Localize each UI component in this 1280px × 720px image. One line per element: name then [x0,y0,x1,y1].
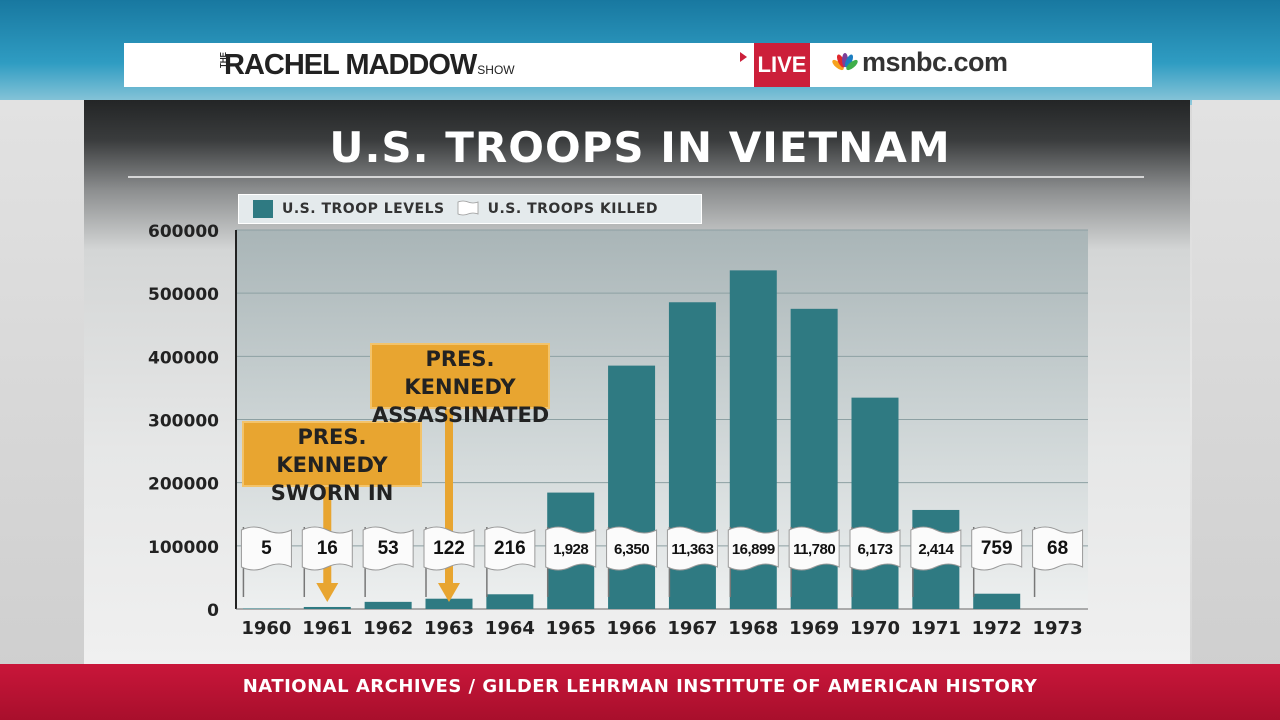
killed-label: 68 [1047,538,1068,559]
killed-flag [666,526,718,571]
killed-flag [849,526,901,571]
callout-arrow-shaft [445,407,453,585]
x-tick-label: 1962 [363,618,413,639]
callout-assassinated-line2: ASSASSINATED [372,403,550,427]
x-tick-label: 1968 [728,618,778,639]
x-tick-label: 1965 [546,618,596,639]
legend: U.S. TROOP LEVELS U.S. TROOPS KILLED [238,194,702,224]
network-url: msnbc.com [862,47,1008,77]
x-tick-label: 1967 [667,618,717,639]
legend-label-troops-killed: U.S. TROOPS KILLED [487,201,659,217]
x-tick-label: 1960 [241,618,291,639]
killed-flag [484,526,536,571]
bar [425,598,473,609]
killed-label: 6,350 [614,541,649,558]
x-tick-label: 1964 [485,618,535,639]
callout-assassinated-line1: PRES. KENNEDY [404,347,516,399]
killed-label: 11,780 [793,541,835,558]
bar [851,397,899,609]
y-tick-label: 100000 [148,538,219,558]
callout-kennedy-sworn-in: PRES. KENNEDY SWORN IN [242,421,422,505]
right-backdrop [1192,100,1280,670]
x-tick-label: 1971 [911,618,961,639]
killed-label: 1,928 [553,541,588,558]
killed-label: 6,173 [857,541,892,558]
live-badge: LIVE [754,43,810,87]
x-tick-label: 1969 [789,618,839,639]
y-tick-label: 400000 [148,348,219,368]
y-tick-label: 600000 [148,222,219,242]
live-arrow-icon [740,52,747,62]
title-divider [128,176,1144,178]
killed-label: 5 [261,538,272,559]
x-tick-label: 1963 [424,618,474,639]
killed-label: 122 [433,538,465,559]
killed-flag [1032,526,1084,571]
killed-flag [240,526,292,571]
killed-label: 216 [494,538,526,559]
killed-flag [545,526,597,571]
x-tick-label: 1961 [302,618,352,639]
callout-sworn-line1: PRES. KENNEDY [276,425,388,477]
y-tick-label: 500000 [148,285,219,305]
flag-icon [457,200,479,216]
x-tick-label: 1972 [972,618,1022,639]
killed-flag [301,526,353,571]
callout-sworn-line2: SWORN IN [270,481,394,505]
show-suffix: SHOW [477,63,515,77]
x-tick-label: 1970 [850,618,900,639]
killed-label: 16 [317,538,338,559]
chart-title: U.S. TROOPS IN VIETNAM [329,123,951,172]
killed-flag [727,526,779,571]
bar [973,593,1021,609]
legend-swatch-troop-levels [253,200,273,218]
killed-label: 16,899 [732,541,775,558]
killed-flag [423,526,475,571]
killed-flag [910,526,962,571]
header-bar: THE RACHEL MADDOWSHOW LIVE msnbc.com [124,43,1152,87]
x-tick-label: 1973 [1033,618,1083,639]
y-tick-label: 200000 [148,475,219,495]
killed-flag [788,526,840,571]
source-credit: NATIONAL ARCHIVES / GILDER LEHRMAN INSTI… [242,676,1038,697]
y-tick-label: 0 [207,601,219,621]
bar [608,365,656,609]
killed-flag [606,526,658,571]
left-backdrop [0,100,84,670]
callout-arrow-head [316,583,339,602]
bar [486,594,534,609]
bar [242,608,290,609]
show-logo: RACHEL MADDOWSHOW [224,49,515,86]
killed-flag [971,526,1023,571]
y-tick-label: 300000 [148,412,219,432]
callout-arrow-head [438,583,460,602]
killed-label: 11,363 [671,541,713,558]
killed-label: 759 [981,538,1013,559]
bar [303,606,351,609]
show-name: RACHEL MADDOW [224,49,477,81]
callout-kennedy-assassinated: PRES. KENNEDY ASSASSINATED [370,343,550,427]
x-tick-label: 1966 [607,618,657,639]
killed-label: 2,414 [918,541,954,558]
bar [364,601,412,609]
nbc-peacock-icon [832,53,858,71]
legend-label-troop-levels: U.S. TROOP LEVELS [282,201,445,217]
killed-label: 53 [378,538,399,559]
killed-flag [362,526,414,571]
footer-bar [0,664,1280,720]
